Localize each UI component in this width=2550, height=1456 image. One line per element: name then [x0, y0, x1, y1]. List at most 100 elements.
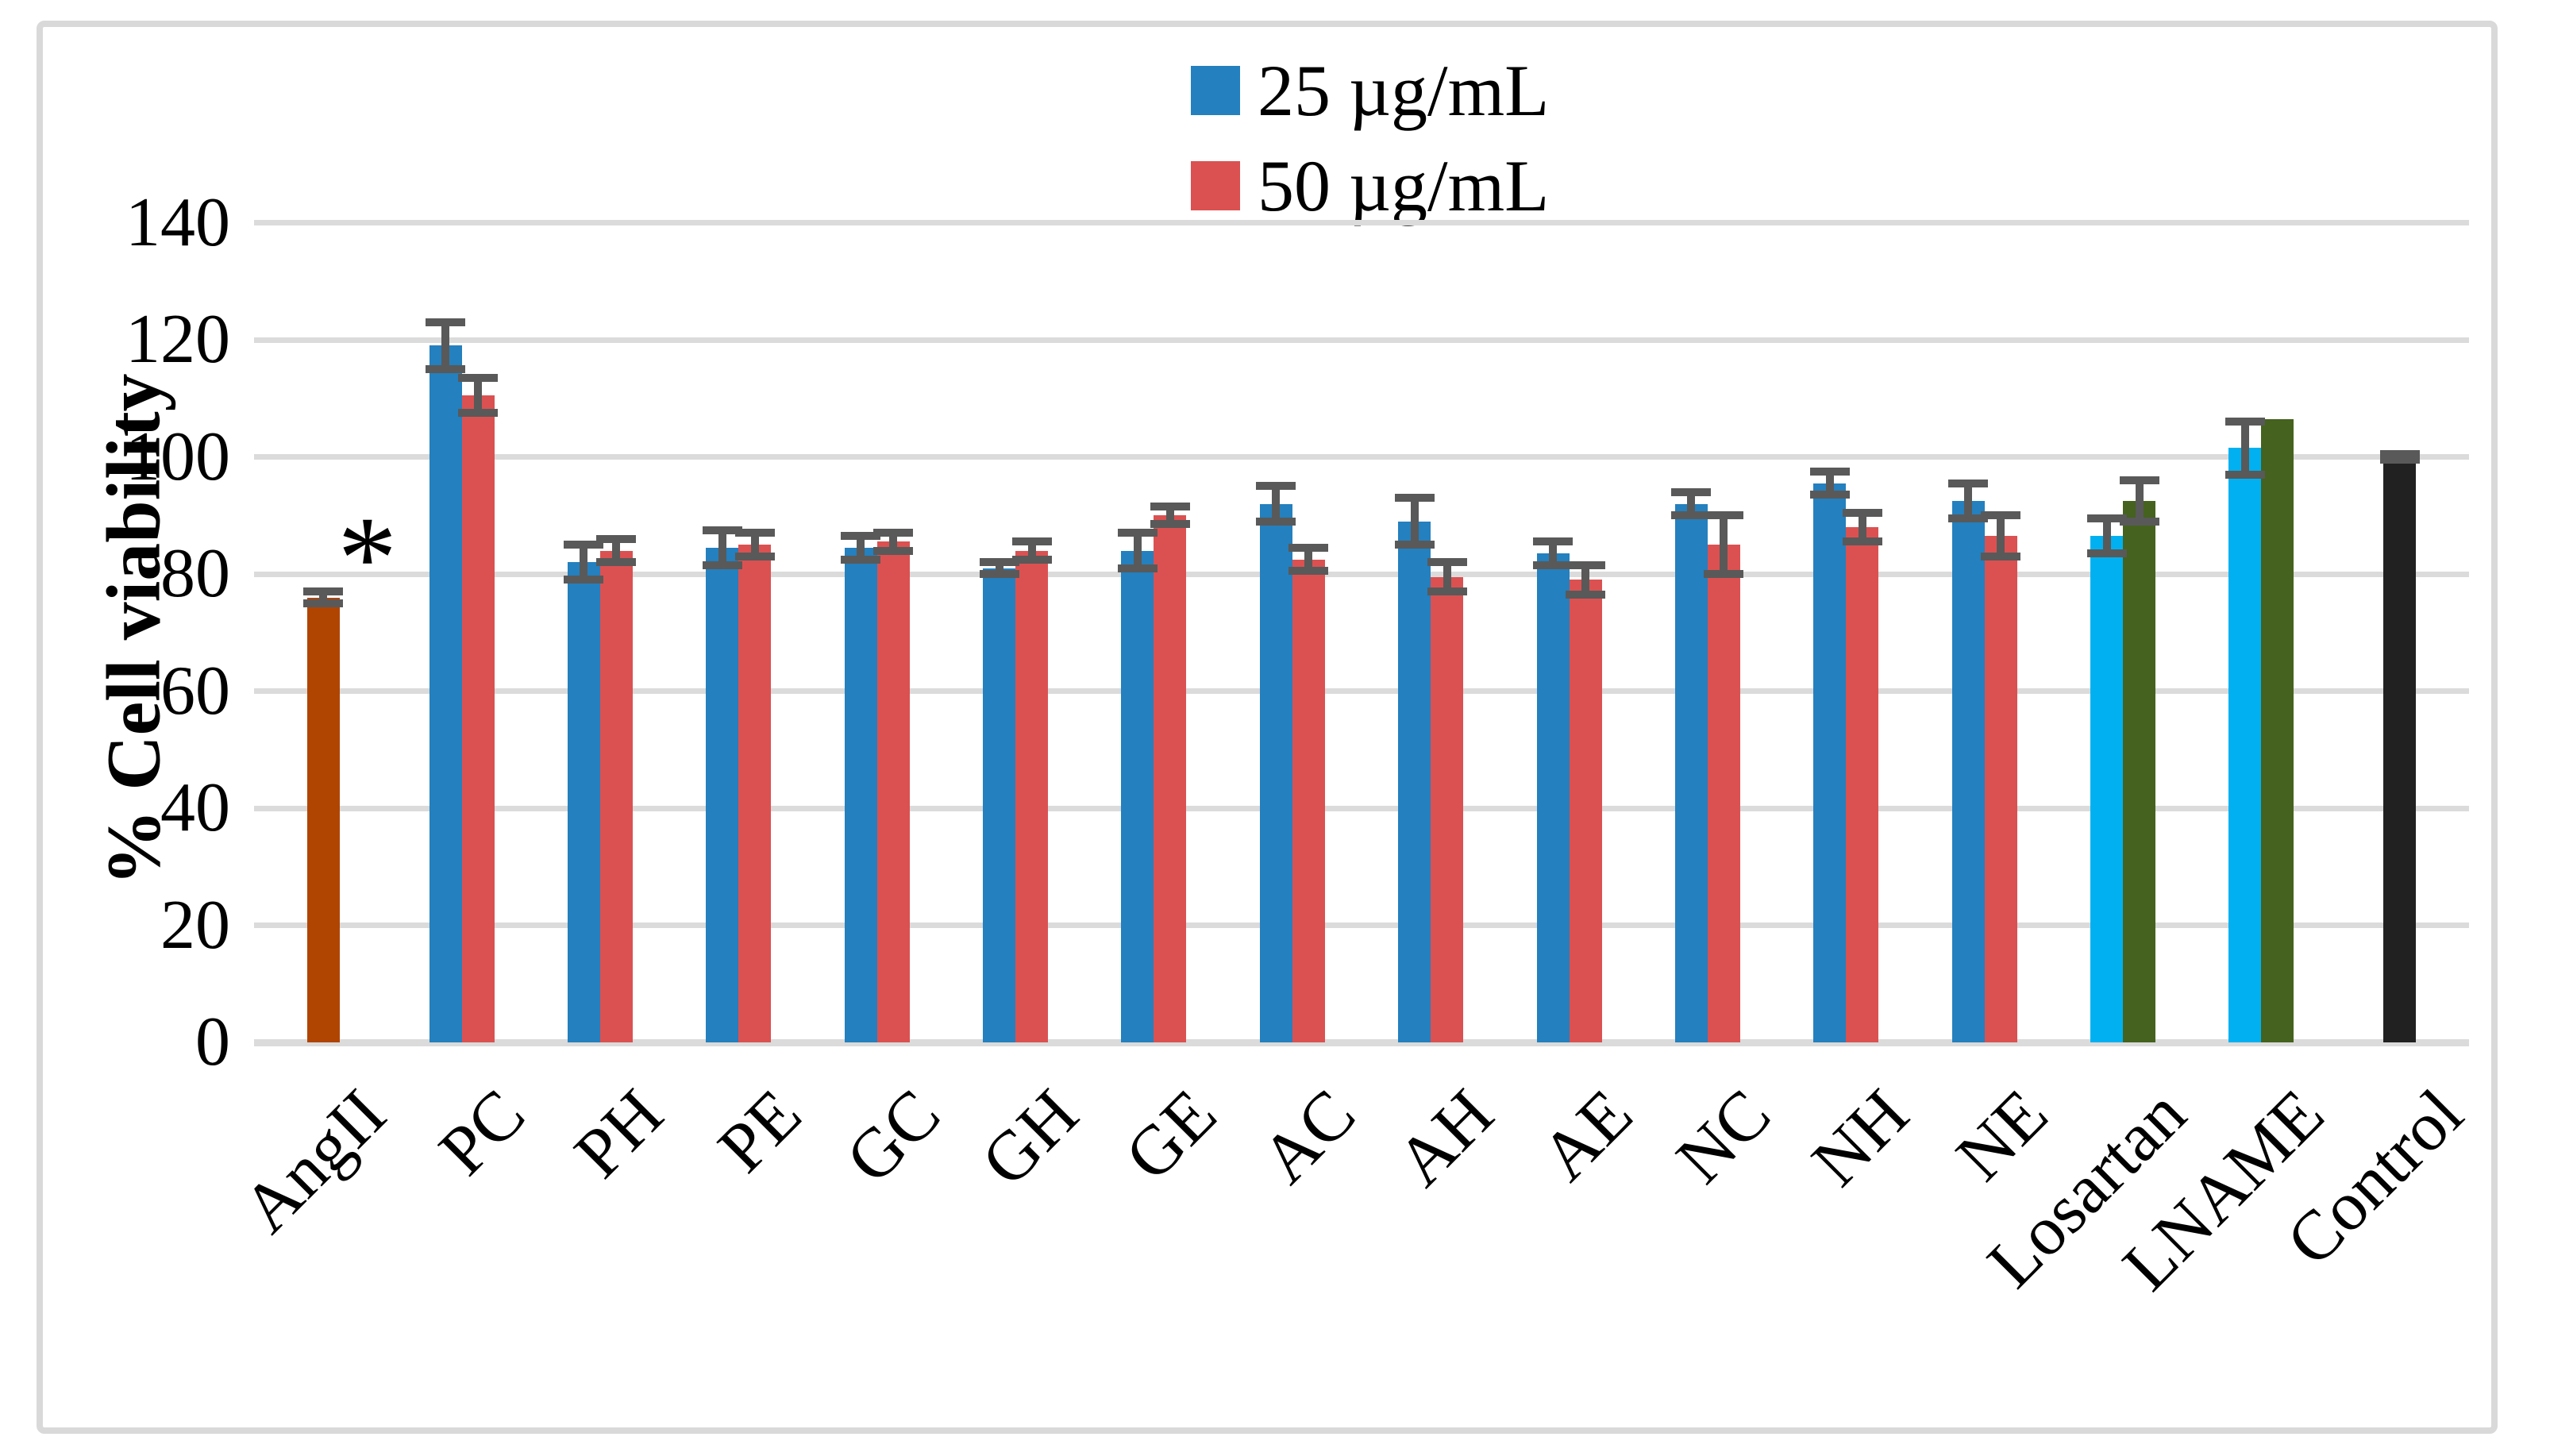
error-bar-cap-top: [873, 529, 914, 537]
error-bar-cap-bottom: [1671, 511, 1712, 520]
bar-NH-25: [1813, 483, 1847, 1042]
error-bar-line: [1858, 512, 1866, 542]
error-bar-cap-top: [303, 587, 344, 596]
error-bar-line: [995, 562, 1003, 574]
error-bar-cap-bottom: [873, 546, 914, 555]
error-bar-cap-bottom: [564, 576, 604, 584]
error-bar-line: [889, 533, 898, 551]
error-bar-line: [1443, 562, 1451, 592]
y-tick-label-20: 20: [160, 886, 230, 964]
bar-AE-25: [1536, 553, 1570, 1042]
gridline-y-140: [254, 220, 2469, 225]
bar-PH-25: [567, 562, 600, 1042]
error-bar-cap-top: [1566, 560, 1606, 569]
error-bar-line: [319, 591, 328, 603]
error-bar-line: [1997, 515, 2005, 557]
bar-GH-25: [983, 568, 1016, 1042]
error-bar-cap-top: [1394, 494, 1435, 503]
error-bar-cap-top: [426, 318, 466, 326]
error-bar-cap-top: [1842, 508, 1882, 517]
error-bar-line: [1720, 515, 1728, 574]
error-bar-cap-top: [979, 558, 1019, 567]
error-bar-cap-bottom: [1117, 564, 1158, 572]
error-bar-line: [2102, 518, 2111, 554]
bar-AH-50: [1431, 576, 1464, 1042]
error-bar-cap-bottom: [1704, 570, 1744, 578]
error-bar-cap-bottom: [2086, 549, 2127, 558]
gridline-y-100: [254, 454, 2469, 460]
bar-PC-50: [461, 395, 495, 1042]
error-bar-line: [612, 538, 621, 563]
y-tick-label-100: 100: [125, 418, 230, 495]
bar-GH-50: [1015, 550, 1049, 1042]
error-bar-cap-bottom: [1288, 567, 1329, 576]
bar-AH-25: [1398, 521, 1431, 1042]
error-bar-line: [1581, 564, 1590, 595]
error-bar-line: [1165, 507, 1174, 525]
error-bar-cap-top: [1150, 503, 1190, 511]
gridline-y-20: [254, 923, 2469, 928]
error-bar-cap-bottom: [702, 560, 742, 569]
error-bar-cap-top: [2225, 418, 2265, 426]
bar-GC-50: [876, 541, 910, 1042]
bar-AC-50: [1292, 559, 1325, 1042]
gridline-y-40: [254, 805, 2469, 811]
gridline-y-120: [254, 337, 2469, 343]
error-bar-line: [718, 530, 726, 565]
error-bar-cap-top: [1948, 479, 1989, 487]
error-bar-cap-top: [1704, 511, 1744, 520]
error-bar-cap-top: [458, 373, 499, 382]
error-bar-cap-top: [596, 534, 637, 543]
legend-label-50: 50 µg/mL: [1258, 145, 1550, 226]
error-bar-cap-bottom: [458, 409, 499, 418]
error-bar-cap-top: [1256, 482, 1296, 491]
error-bar-cap-top: [2086, 514, 2127, 522]
error-bar-cap-bottom: [1427, 587, 1467, 596]
bar-NH-50: [1846, 527, 1879, 1042]
error-bar-cap-bottom: [1150, 520, 1190, 529]
bar-GE-50: [1154, 515, 1187, 1042]
y-tick-label-40: 40: [160, 769, 230, 846]
y-tick-label-0: 0: [195, 1003, 230, 1080]
error-bar-line: [1133, 533, 1142, 568]
error-bar-cap-top: [1809, 467, 1850, 476]
error-bar-cap-bottom: [1394, 541, 1435, 549]
error-bar-cap-bottom: [734, 552, 775, 560]
gridline-y-60: [254, 688, 2469, 694]
error-bar-line: [1964, 483, 1973, 518]
bar-NE-50: [1984, 536, 2017, 1042]
error-bar-line: [1687, 491, 1696, 516]
error-bar-cap-bottom: [1566, 590, 1606, 599]
figure-border: [37, 21, 2498, 1434]
y-tick-label-120: 120: [125, 301, 230, 378]
error-bar-line: [750, 533, 759, 557]
error-bar-cap-top: [1288, 543, 1329, 552]
error-bar-cap-top: [2119, 476, 2159, 484]
error-bar-line: [1272, 486, 1281, 522]
legend-swatch-25-icon: [1191, 66, 1240, 115]
error-bar-cap-top: [1671, 487, 1712, 496]
y-tick-label-80: 80: [160, 535, 230, 612]
bar-AE-50: [1569, 580, 1602, 1042]
bar-NE-25: [1951, 500, 1985, 1042]
error-bar-line: [1549, 541, 1558, 565]
error-bar-cap-bottom: [426, 364, 466, 373]
bar-GE-25: [1121, 550, 1154, 1042]
error-bar-cap-top: [1011, 537, 1052, 546]
bar-PH-50: [599, 550, 633, 1042]
bar-Control-single: [2383, 456, 2417, 1042]
error-bar-cap-top: [564, 541, 604, 549]
y-tick-label-140: 140: [125, 183, 230, 261]
error-bar-cap-top: [1117, 529, 1158, 537]
error-bar-cap-bottom: [596, 558, 637, 567]
legend-swatch-50-icon: [1191, 161, 1240, 210]
bar-NC-25: [1674, 503, 1708, 1042]
bar-AC-25: [1259, 503, 1292, 1042]
error-bar-cap-bottom: [1533, 560, 1574, 569]
error-bar-cap-bottom: [1842, 537, 1882, 546]
error-bar-line: [1825, 471, 1834, 495]
error-bar-line: [857, 536, 865, 560]
gridline-y-0: [254, 1038, 2469, 1046]
legend-label-25: 25 µg/mL: [1258, 50, 1550, 131]
error-bar-cap-bottom: [979, 570, 1019, 578]
